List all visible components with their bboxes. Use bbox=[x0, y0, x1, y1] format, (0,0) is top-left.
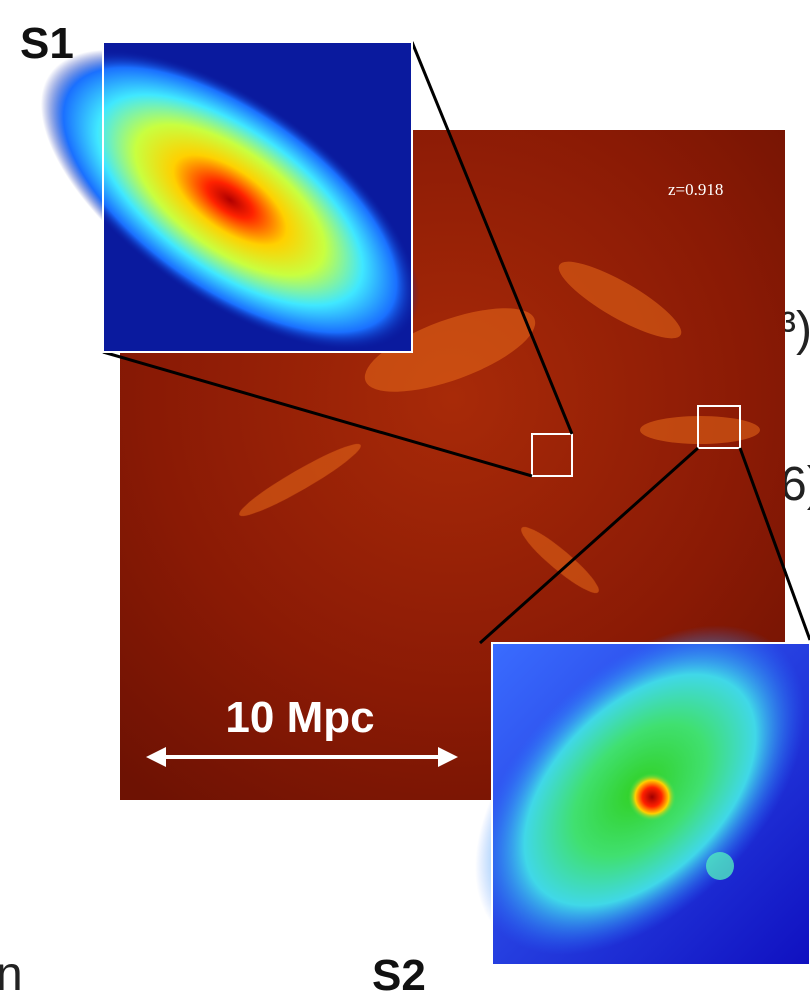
scale-label: 10 Mpc bbox=[225, 693, 374, 742]
redshift: z=0.918 bbox=[668, 180, 723, 199]
page: ³) 6) n z=0.918 10 Mpc S1 S2 (() => { co… bbox=[0, 0, 810, 996]
cropped-text: n bbox=[0, 948, 23, 996]
figure: ³) 6) n z=0.918 10 Mpc S1 S2 bbox=[0, 0, 810, 996]
s1-label: S1 bbox=[20, 19, 74, 68]
s2-label: S2 bbox=[372, 951, 426, 996]
